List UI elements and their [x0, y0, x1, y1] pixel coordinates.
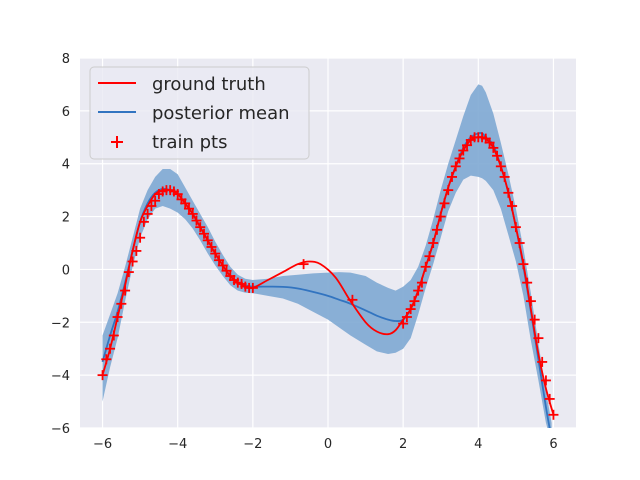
legend-label-ground-truth: ground truth [152, 74, 266, 95]
train-point [424, 251, 435, 262]
train-point [97, 370, 108, 381]
train-point [123, 267, 134, 278]
y-tick-label: 0 [62, 263, 70, 278]
y-axis-ticks: −6 −4 −2 0 2 4 6 8 [51, 52, 70, 437]
y-tick-label: 2 [62, 211, 70, 226]
train-point [431, 224, 442, 235]
train-point [183, 203, 194, 214]
train-point [135, 232, 146, 243]
train-point [112, 312, 123, 322]
train-point [105, 343, 116, 354]
train-point [401, 312, 412, 322]
y-tick-label: 4 [62, 158, 70, 173]
x-tick-label: −2 [243, 437, 262, 452]
y-tick-label: 6 [62, 105, 70, 120]
train-point [210, 248, 221, 259]
y-tick-label: −6 [51, 422, 70, 437]
train-point [492, 150, 503, 161]
train-point [142, 208, 153, 219]
train-point [510, 222, 521, 233]
train-point [447, 171, 457, 182]
train-point [116, 298, 127, 309]
train-point [199, 228, 209, 239]
train-point [127, 256, 138, 267]
train-point [499, 171, 510, 182]
train-point [202, 235, 213, 246]
train-point [522, 277, 533, 288]
train-point [540, 375, 551, 386]
train-point [507, 201, 518, 211]
train-point [108, 330, 119, 341]
train-point [413, 285, 424, 296]
train-point [217, 260, 228, 271]
train-point [180, 198, 191, 209]
train-point [138, 216, 149, 227]
train-point [120, 285, 131, 296]
legend-label-train-pts: train pts [152, 132, 227, 153]
train-point [195, 222, 206, 233]
train-point [529, 314, 540, 325]
train-point [518, 259, 529, 270]
y-tick-label: 8 [62, 52, 70, 67]
train-point [131, 245, 142, 256]
train-point [533, 333, 544, 344]
train-point [405, 304, 416, 315]
x-tick-label: 0 [324, 437, 332, 452]
train-point [544, 393, 555, 404]
train-point [484, 137, 495, 148]
train-point [146, 201, 157, 211]
x-tick-label: 6 [549, 437, 557, 452]
train-point [458, 145, 469, 156]
x-tick-label: 4 [474, 437, 482, 452]
train-point [221, 265, 232, 276]
train-point [537, 356, 548, 367]
train-point [347, 294, 358, 305]
x-tick-label: −6 [93, 437, 112, 452]
train-point [416, 277, 427, 288]
train-point [398, 318, 409, 329]
legend-marker-train-pts [111, 136, 123, 148]
train-point [298, 259, 309, 270]
legend-box [89, 66, 310, 160]
train-point [525, 296, 536, 307]
x-tick-label: −4 [168, 437, 187, 452]
train-point [206, 241, 217, 252]
legend: ground truth posterior mean train pts [89, 66, 310, 160]
plot-content [97, 84, 559, 428]
train-point [439, 198, 450, 209]
train-point [462, 140, 473, 151]
train-point [503, 187, 514, 198]
train-point [443, 185, 454, 196]
train-point [428, 238, 439, 248]
train-point [101, 354, 112, 365]
train-point [488, 142, 499, 153]
train-point [191, 215, 202, 226]
y-tick-label: −4 [51, 369, 70, 384]
train-point [150, 195, 161, 206]
train-point [187, 208, 198, 219]
legend-label-posterior-mean: posterior mean [152, 103, 290, 124]
train-point [450, 161, 461, 172]
train-point [172, 189, 183, 200]
train-point [214, 255, 225, 266]
train-point [548, 409, 559, 420]
x-axis-ticks: −6 −4 −2 0 2 4 6 [93, 437, 558, 452]
train-point [495, 161, 506, 172]
train-point [435, 211, 446, 222]
x-tick-label: 2 [399, 437, 407, 452]
train-point [420, 261, 431, 272]
train-point [247, 282, 258, 293]
y-tick-label: −2 [51, 316, 70, 331]
train-point [514, 238, 525, 248]
train-point [409, 296, 420, 307]
train-point [454, 153, 465, 164]
